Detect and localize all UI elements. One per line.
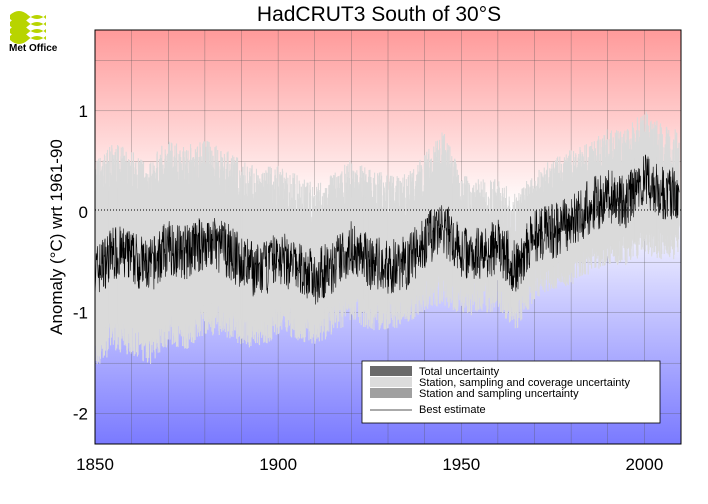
- met-office-logo: Met Office: [9, 11, 58, 54]
- x-tick-label: 1850: [76, 455, 114, 474]
- y-tick-label: -1: [73, 304, 88, 323]
- x-axis-ticks: 1850 1900 1950 2000: [76, 455, 663, 474]
- legend-swatch-total: [370, 366, 412, 376]
- x-tick-label: 1900: [259, 455, 297, 474]
- y-tick-label: -2: [73, 405, 88, 424]
- legend-label-sampling: Station and sampling uncertainty: [419, 388, 579, 400]
- best-estimate-line: [94, 154, 680, 305]
- y-tick-label: 0: [79, 203, 88, 222]
- x-tick-label: 2000: [625, 455, 663, 474]
- legend: Total uncertainty Station, sampling and …: [361, 360, 661, 424]
- legend-label-best-estimate: Best estimate: [419, 404, 486, 416]
- y-axis-ticks: -2 -1 0 1: [73, 102, 88, 424]
- legend-label-coverage: Station, sampling and coverage uncertain…: [419, 377, 630, 389]
- legend-swatch-coverage: [370, 377, 412, 387]
- wave-icon: [10, 11, 46, 44]
- best-estimate-layer: [94, 154, 680, 305]
- x-tick-label: 1950: [442, 455, 480, 474]
- y-tick-label: 1: [79, 102, 88, 121]
- logo-text: Met Office: [9, 43, 58, 54]
- y-axis-label: Anomaly (°C) wrt 1961-90: [47, 139, 66, 335]
- chart-title: HadCRUT3 South of 30°S: [257, 3, 501, 26]
- plot-frame: [94, 29, 682, 445]
- legend-swatch-sampling: [370, 388, 412, 398]
- legend-label-total: Total uncertainty: [419, 366, 500, 378]
